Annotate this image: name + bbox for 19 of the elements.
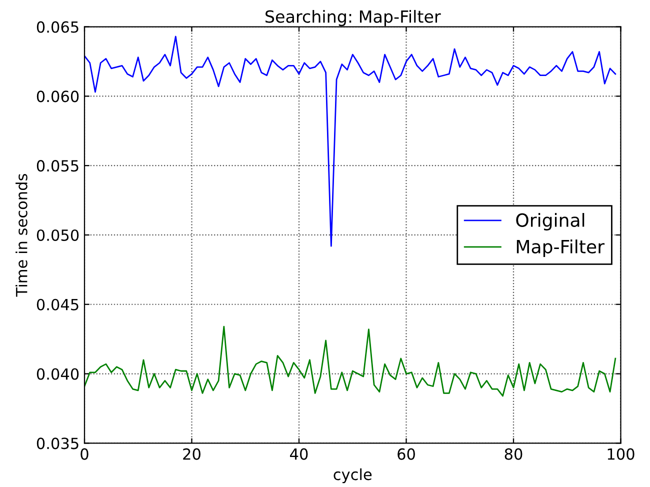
y-axis-title: Time in seconds — [16, 174, 28, 297]
x-tick-label: 100 — [608, 448, 634, 460]
y-tick-label: 0.065 — [36, 21, 78, 33]
chart-title: Searching: Map-Filter — [266, 10, 441, 26]
y-tick-label: 0.050 — [36, 229, 79, 241]
y-tick-label: 0.040 — [36, 368, 79, 380]
x-tick-label: 80 — [504, 448, 522, 460]
y-tick-label: 0.045 — [36, 298, 78, 310]
line-series — [84, 326, 616, 397]
y-tick-label: 0.035 — [36, 438, 78, 450]
x-tick-label: 40 — [290, 448, 308, 460]
legend-label: Original — [516, 212, 584, 230]
x-tick-label: 0 — [80, 448, 88, 460]
x-tick-label: 20 — [183, 448, 200, 460]
y-tick-label: 0.060 — [36, 90, 79, 102]
y-tick-label: 0.055 — [36, 160, 78, 172]
legend-label: Map-Filter — [516, 239, 604, 257]
x-axis-title: cycle — [334, 468, 372, 484]
x-tick-label: 60 — [398, 448, 415, 460]
